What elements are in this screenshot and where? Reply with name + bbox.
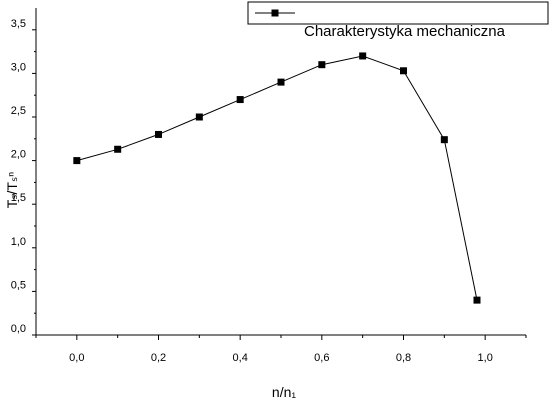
data-point (236, 96, 244, 104)
y-axis-label: Tₛ/Tₛⁿ (4, 172, 20, 209)
x-tick-label: 0,0 (69, 352, 84, 364)
legend-box (247, 1, 549, 25)
x-tick-label: 0,8 (396, 352, 411, 364)
data-point (195, 113, 203, 121)
data-point (359, 52, 367, 60)
x-tick-label: 0,4 (233, 352, 248, 364)
data-point (440, 136, 448, 144)
axes (35, 8, 526, 336)
x-tick-label: 0,6 (314, 352, 329, 364)
data-point (114, 145, 122, 153)
data-point (277, 78, 285, 86)
y-tick-label: 2,0 (11, 149, 26, 161)
data-point (400, 67, 407, 75)
y-tick-label: 0,0 (11, 323, 26, 335)
y-tick-label: 3,5 (11, 18, 26, 30)
data-point (318, 61, 326, 69)
series-line (76, 55, 478, 301)
legend-marker (271, 9, 279, 17)
y-tick-label: 0,5 (11, 279, 26, 291)
x-tick-label: 0,2 (151, 352, 166, 364)
ticks: 0,0 0,2 0,4 0,6 0,8 1,0 0,0 0,5 1,0 1,5 2,0 2,5 3,0 3… (11, 18, 527, 364)
y-tick-label: 3,0 (11, 61, 26, 73)
x-tick-label: 1,0 (478, 352, 493, 364)
data-point (155, 130, 162, 138)
series-layer (73, 52, 481, 304)
legend: Charakterystyka mechaniczna (247, 1, 549, 40)
x-axis-label: n/n₁ (272, 384, 296, 400)
legend-label: Charakterystyka mechaniczna (304, 23, 506, 40)
y-tick-label: 2,5 (11, 105, 26, 117)
data-point (473, 296, 481, 304)
data-point (73, 157, 81, 165)
y-tick-label: 1,0 (11, 236, 26, 248)
y-tick-label: 1,5 (11, 192, 26, 204)
